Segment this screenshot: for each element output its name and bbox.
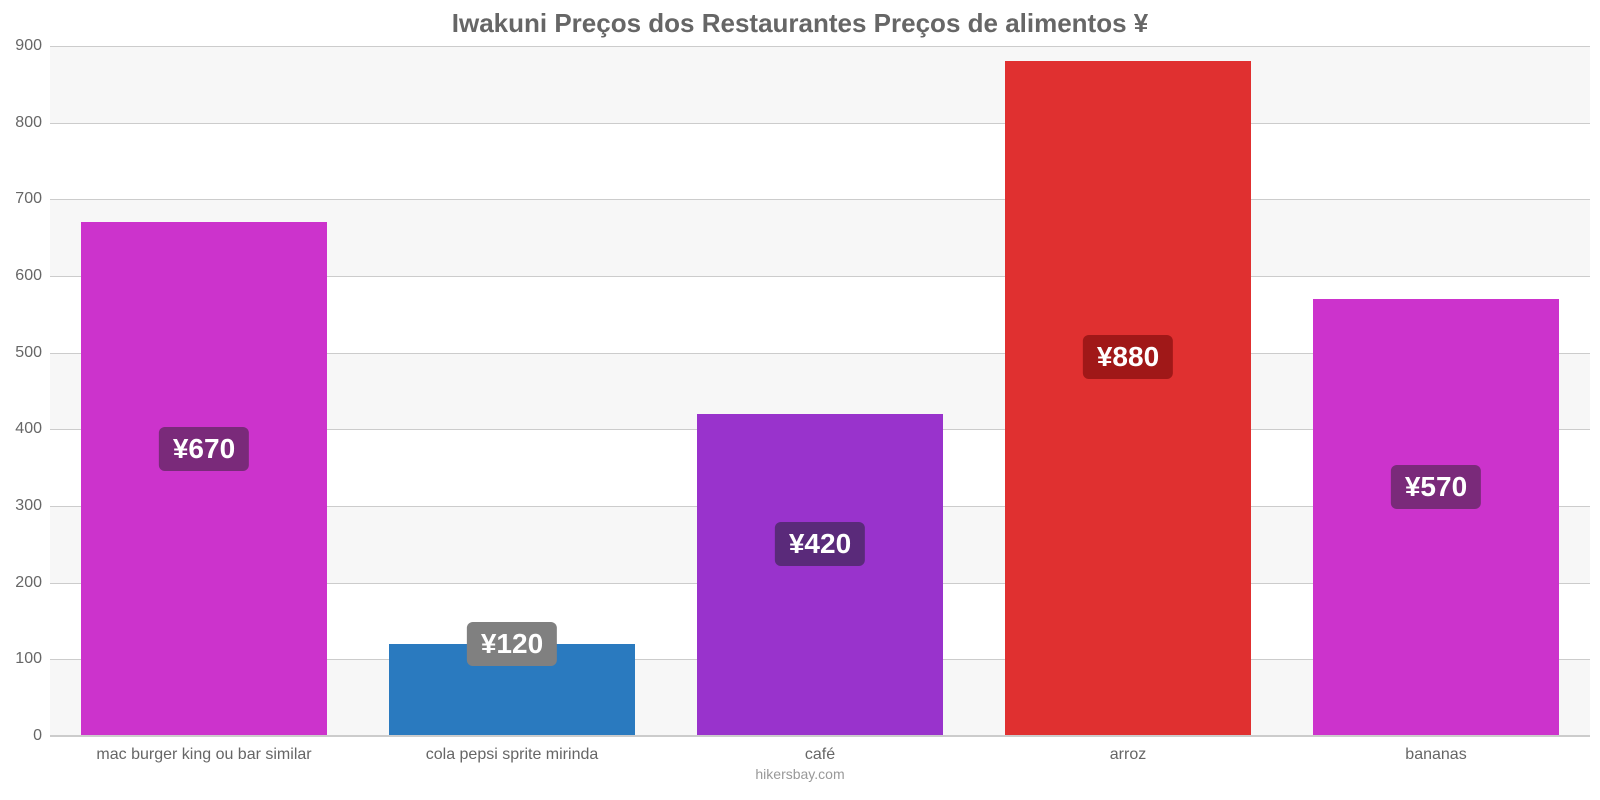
x-category-label: arroz [1110, 746, 1146, 764]
value-badge: ¥120 [467, 622, 557, 666]
y-tick-label: 800 [2, 114, 42, 132]
bar [81, 222, 327, 736]
y-tick-label: 600 [2, 267, 42, 285]
grid-band [50, 123, 1590, 200]
x-axis-line [50, 735, 1590, 736]
y-tick-label: 900 [2, 37, 42, 55]
grid-line [50, 123, 1590, 124]
y-tick-label: 400 [2, 420, 42, 438]
grid-line [50, 199, 1590, 200]
chart-footer: hikersbay.com [0, 766, 1600, 782]
y-tick-label: 0 [2, 727, 42, 745]
grid-line [50, 46, 1590, 47]
bar [1313, 299, 1559, 736]
value-badge: ¥880 [1083, 335, 1173, 379]
bar [1005, 61, 1251, 736]
bar [697, 414, 943, 736]
y-tick-label: 500 [2, 344, 42, 362]
y-tick-label: 300 [2, 497, 42, 515]
chart-title: Iwakuni Preços dos Restaurantes Preços d… [0, 8, 1600, 39]
chart-container: Iwakuni Preços dos Restaurantes Preços d… [0, 0, 1600, 800]
value-badge: ¥570 [1391, 465, 1481, 509]
x-category-label: café [805, 746, 835, 764]
grid-band [50, 46, 1590, 123]
x-category-label: cola pepsi sprite mirinda [426, 746, 599, 764]
value-badge: ¥670 [159, 427, 249, 471]
value-badge: ¥420 [775, 522, 865, 566]
y-tick-label: 700 [2, 190, 42, 208]
grid-line [50, 736, 1590, 737]
plot-area: 0100200300400500600700800900¥670mac burg… [50, 46, 1590, 736]
y-tick-label: 100 [2, 650, 42, 668]
y-tick-label: 200 [2, 574, 42, 592]
x-category-label: mac burger king ou bar similar [96, 746, 311, 764]
x-category-label: bananas [1405, 746, 1466, 764]
